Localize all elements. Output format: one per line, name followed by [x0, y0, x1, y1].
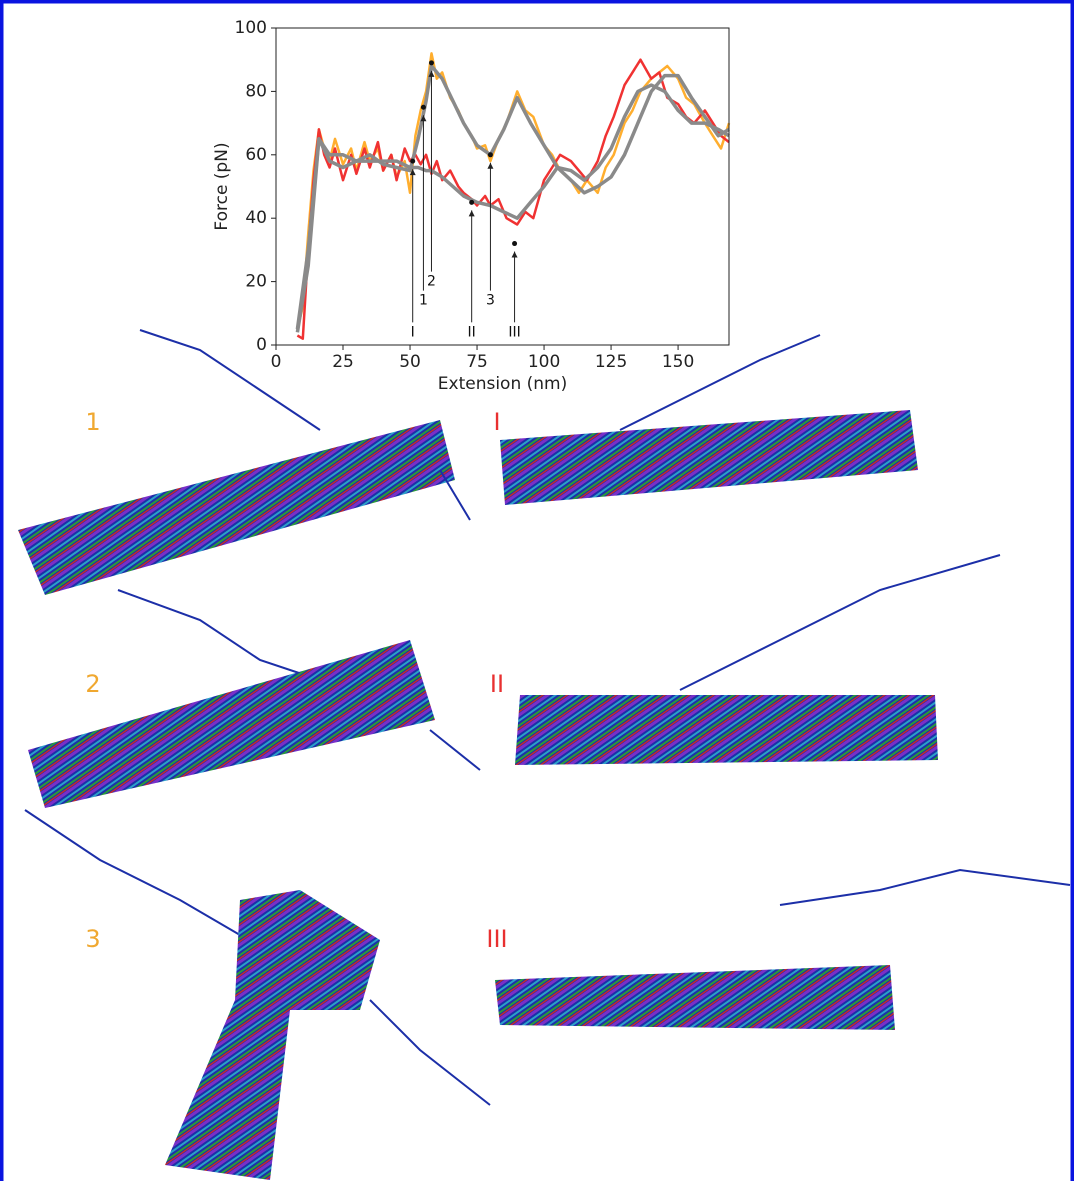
annotation-label: II	[468, 324, 476, 340]
annotation-label: I	[411, 324, 415, 340]
y-tick-label: 20	[245, 272, 267, 292]
annotation-label: 2	[427, 274, 436, 290]
arrow-head	[428, 70, 435, 77]
plot-frame	[275, 27, 730, 346]
y-tick-label: 40	[245, 208, 267, 228]
annotation-point	[410, 158, 416, 164]
annotation-point	[512, 241, 518, 247]
arrow-head	[487, 162, 494, 169]
annotation-point	[428, 60, 434, 66]
molecule-II	[515, 554, 1001, 765]
panel-label: II	[490, 670, 504, 698]
annotation-point	[420, 104, 426, 110]
y-tick-label: 100	[235, 18, 267, 38]
x-tick-label: 25	[332, 352, 354, 372]
x-tick-label: 100	[528, 352, 560, 372]
molecule-I	[500, 334, 918, 505]
x-axis-label: Extension (nm)	[438, 374, 567, 394]
series-line	[295, 64, 730, 330]
y-tick-label: 80	[245, 81, 267, 101]
y-tick-label: 0	[256, 335, 267, 355]
x-tick-label: 150	[662, 352, 694, 372]
series-line	[295, 83, 730, 333]
annotation-point	[469, 199, 475, 205]
annotation-label: 1	[419, 293, 428, 309]
x-tick-label: 0	[271, 352, 282, 372]
panel-label: III	[486, 925, 507, 953]
panel-label: 1	[85, 408, 100, 436]
x-tick-label: 125	[595, 352, 627, 372]
panel-label: 2	[85, 670, 100, 698]
y-axis-label: Force (pN)	[212, 142, 232, 230]
arrow-head	[409, 169, 416, 176]
y-tick-label: 60	[245, 145, 267, 165]
x-tick-label: 50	[399, 352, 421, 372]
molecule-3	[24, 809, 491, 1180]
arrow-head	[468, 210, 475, 217]
arrow-head	[511, 251, 518, 258]
molecule-2	[28, 589, 481, 808]
molecule-III	[495, 868, 1071, 1030]
panel-label: I	[493, 408, 500, 436]
annotation-label: III	[508, 324, 520, 340]
annotation-label: 3	[486, 293, 495, 309]
panel-label: 3	[85, 925, 100, 953]
molecule-1	[18, 329, 471, 595]
series-line	[296, 58, 730, 340]
arrow-head	[420, 115, 427, 122]
plot-area	[276, 28, 729, 345]
x-tick-label: 75	[466, 352, 488, 372]
annotation-point	[487, 152, 493, 158]
